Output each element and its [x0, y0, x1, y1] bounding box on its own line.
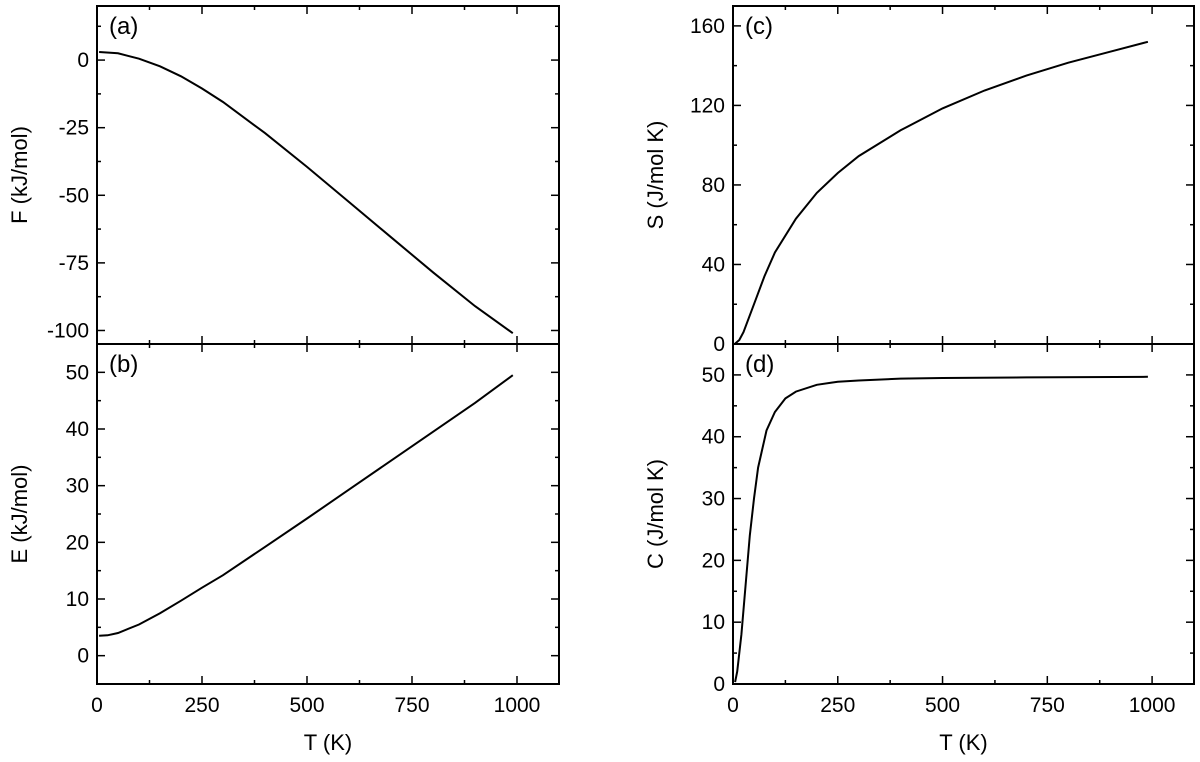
- panel-b-frame: [96, 343, 560, 685]
- panel-b-y-tick-label: 50: [66, 361, 89, 384]
- panel-d-label: (d): [745, 351, 774, 378]
- panel-c-y-tick-label: 120: [690, 94, 725, 117]
- panel-b-y-tick-label: 20: [66, 531, 89, 554]
- panel-c-y-tick-label: 160: [690, 15, 725, 38]
- panel-a-y-tick-label: -100: [47, 319, 89, 342]
- panel-b-curve: [99, 374, 514, 637]
- panel-b-y-tick-label: 40: [66, 418, 89, 441]
- panel-a-y-tick-label: -25: [59, 117, 89, 140]
- panel-b-label: (b): [109, 351, 138, 378]
- panel-b-y-tick-label: 10: [66, 588, 89, 611]
- panel-b-x-tick-label: 0: [91, 694, 103, 717]
- panel-b-x-tick-label: 1000: [494, 694, 541, 717]
- panel-a-curve: [99, 51, 514, 335]
- panel-d-x-tick-label: 0: [727, 694, 739, 717]
- panel-c-y-tick-label: 0: [713, 333, 725, 356]
- panel-d-x-tick-label: 500: [925, 694, 960, 717]
- panel-c-curve: [734, 40, 1149, 345]
- panel-a-y-axis-label: F (kJ/mol): [7, 126, 32, 224]
- panel-b-x-axis-label: T (K): [304, 730, 352, 755]
- panel-c-y-tick-label: 40: [702, 253, 725, 276]
- panel-a-label: (a): [109, 13, 138, 40]
- panel-c-label: (c): [745, 13, 773, 40]
- panel-a-y-tick-label: -50: [59, 184, 89, 207]
- panel-d: 0 250 500 750 1000 0 10 20 30 40 50 (d) C (J/mol K) T…: [643, 343, 1195, 755]
- panel-b-y-axis-label: E (kJ/mol): [7, 465, 32, 564]
- panel-d-y-tick-label: 50: [702, 364, 725, 387]
- panel-a-frame: [96, 5, 560, 345]
- panel-b-x-tick-label: 750: [394, 694, 429, 717]
- panel-d-y-axis-label: C (J/mol K): [643, 459, 668, 569]
- panel-a: 0 -25 -50 -75 -100 (a) F (kJ/mol): [7, 5, 560, 345]
- panel-d-y-tick-label: 0: [713, 673, 725, 696]
- panel-d-frame: [732, 343, 1195, 685]
- panel-d-y-tick-label: 20: [702, 549, 725, 572]
- panel-b-x-tick-label: 250: [184, 694, 219, 717]
- panel-b-x-tick-label: 500: [289, 694, 324, 717]
- panel-d-curve: [734, 375, 1148, 683]
- panel-c-frame: [732, 5, 1195, 345]
- panel-d-y-tick-label: 30: [702, 488, 725, 511]
- panel-d-x-tick-label: 250: [820, 694, 855, 717]
- panel-b-y-tick-label: 0: [77, 645, 89, 668]
- panel-d-x-tick-label: 1000: [1129, 694, 1176, 717]
- panel-c: 0 40 80 120 160 (c) S (J/mol K): [643, 5, 1195, 356]
- panel-b-y-tick-label: 30: [66, 475, 89, 498]
- panel-c-y-axis-label: S (J/mol K): [643, 121, 668, 230]
- panel-c-y-tick-label: 80: [702, 174, 725, 197]
- panel-d-x-axis-label: T (K): [939, 730, 987, 755]
- panel-d-y-tick-label: 40: [702, 426, 725, 449]
- panel-d-x-tick-label: 750: [1030, 694, 1065, 717]
- panel-a-y-tick-label: -75: [59, 252, 89, 275]
- panel-b: 0 250 500 750 1000 0 10 20 30 40 50 (b) E (kJ/mol) T …: [7, 343, 560, 755]
- panel-d-y-tick-label: 10: [702, 611, 725, 634]
- panel-a-y-tick-label: 0: [77, 49, 89, 72]
